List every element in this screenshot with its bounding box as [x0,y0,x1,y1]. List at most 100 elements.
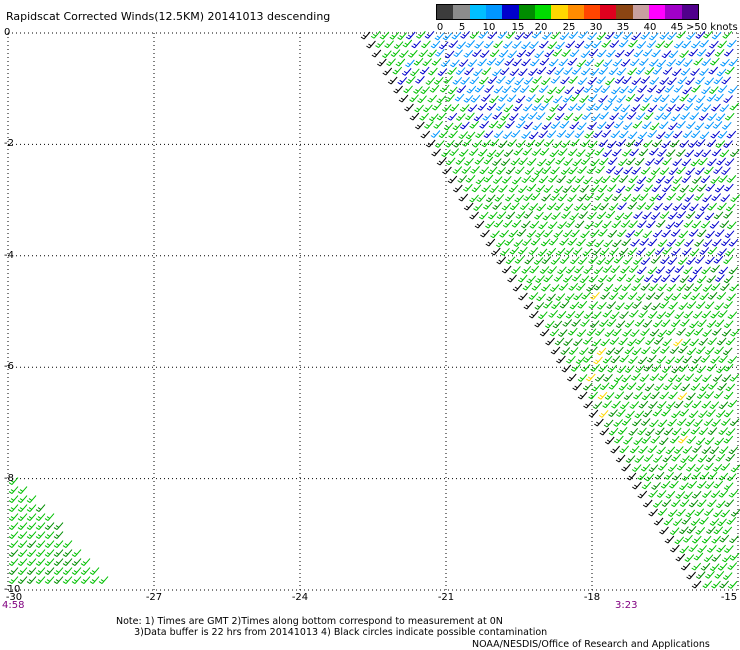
wind-barb [565,266,576,274]
wind-barb [578,211,589,219]
wind-barb [711,553,722,562]
wind-barb [601,220,612,229]
wind-barb [631,283,641,291]
x-tick-label: -24 [291,592,309,603]
wind-barb [606,274,616,283]
wind-barb [637,220,647,228]
wind-barb [17,549,28,558]
wind-barb [608,427,619,436]
wind-barb [691,84,701,93]
edge-barb [577,391,588,400]
wind-barb [729,535,739,544]
wind-barb [594,147,605,156]
wind-barb [714,437,725,446]
edge-barb [518,292,528,301]
wind-barb [650,167,661,176]
wind-barb [674,355,685,364]
wind-barb [80,558,91,567]
wind-barb [405,31,416,40]
wind-barb [433,77,444,85]
wind-barb [635,336,645,345]
wind-barb [715,274,725,282]
wind-barb [640,257,651,265]
wind-barb [8,576,19,585]
wind-barb [583,311,594,319]
wind-barb [615,49,625,58]
wind-barb [607,157,618,166]
wind-barb [635,112,646,121]
edge-barb [642,499,653,508]
wind-barb [642,409,653,418]
wind-barb [17,567,28,576]
wind-barb [519,202,530,211]
wind-barb [680,383,691,392]
wind-barb [686,347,697,356]
wind-barb [543,229,553,238]
wind-barb [690,382,701,391]
wind-barb [704,437,715,445]
wind-barb [596,76,606,84]
wind-barb [644,202,655,210]
wind-barb [507,139,517,147]
wind-barb [646,354,657,363]
wind-barb [635,66,646,75]
wind-barb [479,50,490,58]
wind-barb [724,66,735,75]
wind-barb [698,112,709,121]
wind-barb [610,355,621,364]
wind-barb [639,58,649,66]
wind-barb [649,122,660,131]
wind-barb [712,327,722,336]
note-line: Note: 1) Times are GMT 2)Times along bot… [116,616,503,627]
wind-barb [641,121,652,130]
wind-barb [474,156,485,165]
wind-barb [729,373,740,382]
wind-barb [704,77,715,86]
wind-barb [715,410,726,418]
edge-barb [691,580,702,589]
wind-barb [17,495,28,504]
wind-barb [631,418,642,427]
wind-barb [35,531,46,540]
wind-barb [571,66,582,75]
wind-barb [558,58,569,67]
wind-barb [661,365,672,373]
wind-barb [472,139,483,148]
wind-barb [481,67,492,76]
wind-barb [580,319,590,327]
wind-barb [607,229,618,238]
wind-barb [593,176,604,185]
wind-barb [705,570,715,579]
edge-barb [637,490,648,499]
wind-barb [670,183,681,192]
wind-barb [656,400,667,409]
wind-barb [640,463,651,472]
wind-barb [699,131,710,140]
wind-barb [698,410,708,419]
wind-barb [544,49,555,58]
wind-barb [587,211,597,220]
wind-barb [631,347,642,356]
wind-barb [616,95,626,103]
wind-barb [719,149,730,158]
wind-barb [566,176,576,184]
wind-barb [620,104,631,113]
wind-barb [439,84,450,93]
wind-barb [696,48,707,57]
wind-barb [564,247,574,256]
wind-barb [717,202,727,211]
wind-barb [432,102,442,111]
wind-barb [522,103,533,112]
wind-barb [666,283,677,292]
wind-barb [614,346,624,355]
wind-barb [630,329,640,337]
wind-barb [26,531,37,540]
wind-barb [618,247,629,256]
wind-barb [395,58,406,67]
wind-barb [661,408,671,417]
wind-barb [523,31,533,39]
wind-barb [619,354,630,363]
wind-barb [557,193,568,202]
wind-barb [679,526,689,535]
wind-barb [716,68,727,77]
